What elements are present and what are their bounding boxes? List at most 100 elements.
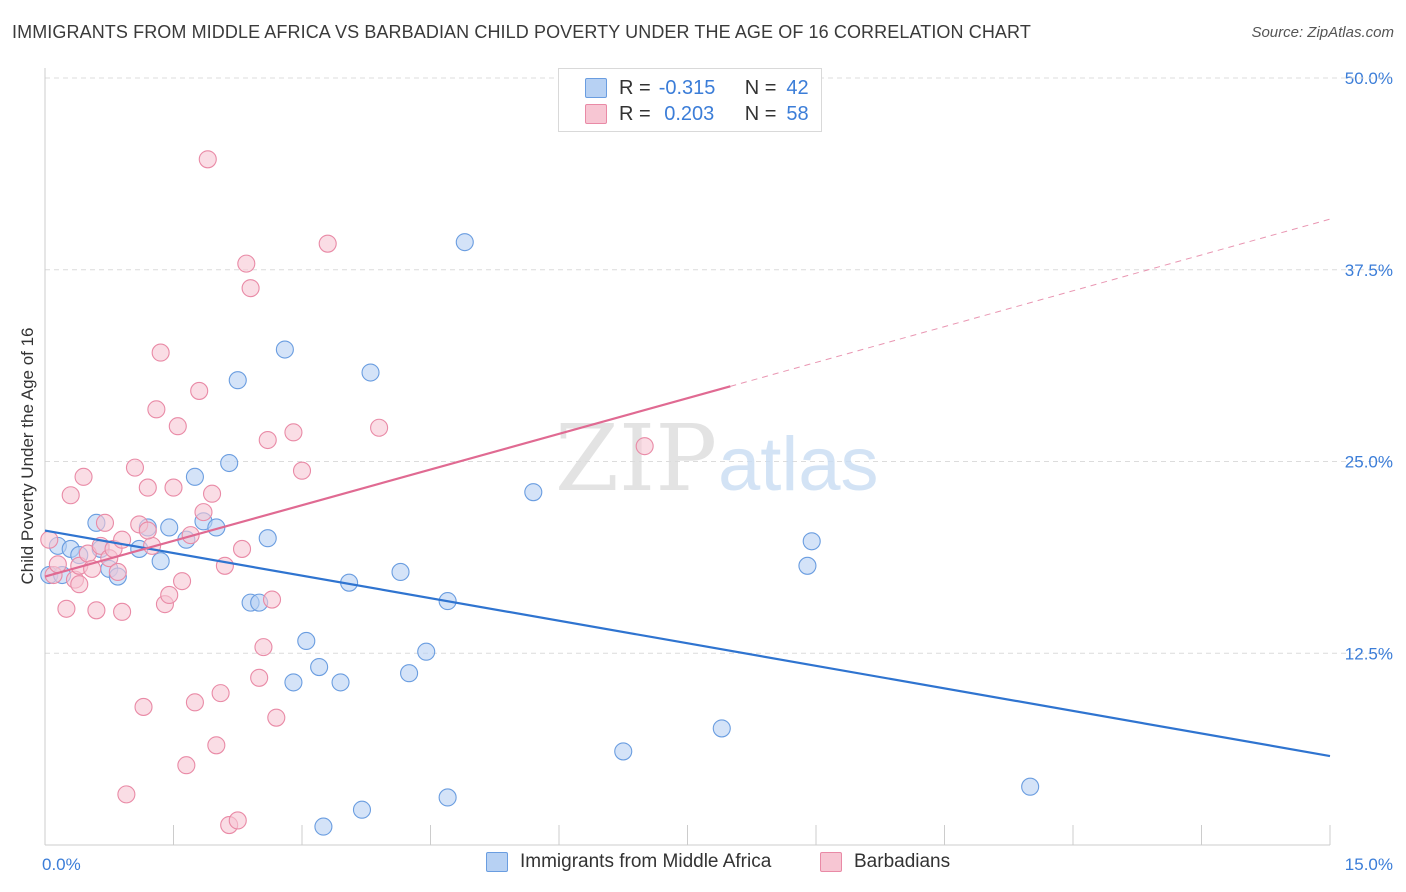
data-point-middle-africa (417, 642, 436, 661)
data-point-barbadians (254, 638, 273, 657)
x-tick-label-min: 0.0% (42, 855, 81, 874)
data-point-barbadians (258, 430, 277, 450)
stats-legend: R = -0.315 N = 42 R = 0.203 N = 58 (558, 68, 822, 132)
watermark-zip: ZIP (555, 405, 717, 512)
data-point-barbadians (87, 601, 106, 620)
legend-label-middle-africa: Immigrants from Middle Africa (520, 851, 772, 872)
data-point-barbadians (151, 343, 170, 362)
r-label: R = (619, 76, 651, 99)
n-label: N = (744, 76, 777, 99)
data-point-barbadians (194, 503, 213, 522)
data-point-middle-africa (258, 529, 277, 548)
y-tick-label: 37.5% (1345, 261, 1393, 280)
blue-swatch (585, 78, 607, 98)
legend-label-barbadians: Barbadians (854, 851, 951, 872)
data-point-barbadians (237, 254, 256, 273)
n-value: 42 (786, 76, 809, 99)
data-point-barbadians (292, 461, 312, 480)
data-point-middle-africa (802, 532, 821, 551)
data-point-barbadians (113, 602, 132, 621)
x-tick-label-max: 15.0% (1345, 855, 1393, 874)
pink-swatch (585, 104, 607, 124)
data-point-middle-africa (361, 363, 380, 382)
data-point-middle-africa (352, 800, 372, 819)
data-point-barbadians (74, 467, 93, 486)
data-point-middle-africa (220, 453, 239, 473)
source-label: Source: ZipAtlas.com (1251, 24, 1394, 41)
data-point-middle-africa (712, 719, 731, 738)
r-value: -0.315 (658, 76, 716, 99)
data-point-barbadians (185, 693, 204, 712)
data-point-barbadians (177, 756, 196, 775)
stats-legend-row-pink: R = 0.203 N = 58 (585, 102, 809, 126)
data-point-barbadians (207, 736, 226, 755)
r-value: 0.203 (658, 102, 715, 125)
data-point-barbadians (117, 785, 136, 804)
data-point-barbadians (215, 556, 234, 575)
data-point-barbadians (211, 684, 230, 703)
y-tick-label: 12.5% (1345, 644, 1393, 663)
data-point-barbadians (318, 234, 337, 253)
data-point-middle-africa (455, 233, 474, 252)
chart-title: IMMIGRANTS FROM MIDDLE AFRICA VS BARBADI… (12, 22, 1031, 42)
data-point-barbadians (138, 478, 157, 497)
data-point-barbadians (70, 575, 89, 594)
data-point-barbadians (267, 708, 286, 727)
n-label: N = (744, 102, 777, 125)
data-point-barbadians (173, 572, 192, 591)
stats-legend-row-blue: R = -0.315 N = 42 (585, 76, 809, 100)
data-point-barbadians (284, 423, 303, 442)
data-point-barbadians (40, 530, 59, 549)
data-point-middle-africa (160, 518, 179, 537)
data-point-middle-africa (331, 673, 350, 692)
data-point-barbadians (134, 697, 153, 716)
data-point-barbadians (228, 811, 247, 830)
data-point-barbadians (164, 478, 183, 497)
trendline-barbadians-extrapolated (730, 218, 1331, 387)
legend-item-middle-africa[interactable]: Immigrants from Middle Africa (486, 851, 771, 873)
data-point-middle-africa (297, 631, 316, 651)
data-point-middle-africa (798, 556, 817, 575)
data-point-barbadians (198, 150, 217, 169)
data-point-barbadians (95, 513, 115, 532)
data-point-middle-africa (314, 817, 333, 836)
data-point-middle-africa (391, 562, 410, 581)
data-point-middle-africa (310, 658, 329, 677)
trendline-middle-africa (44, 529, 1331, 758)
r-label: R = (619, 102, 651, 125)
data-point-barbadians (168, 417, 187, 436)
y-tick-label: 25.0% (1345, 453, 1393, 472)
legend-item-barbadians[interactable]: Barbadians (820, 851, 950, 873)
data-point-middle-africa (524, 483, 543, 502)
data-point-middle-africa (151, 552, 170, 571)
trendline-barbadians (44, 385, 731, 578)
data-point-middle-africa (400, 664, 419, 683)
data-point-barbadians (190, 381, 209, 400)
blue-swatch (486, 852, 508, 872)
data-point-barbadians (203, 484, 222, 503)
data-point-middle-africa (228, 371, 247, 390)
pink-swatch (820, 852, 842, 872)
data-point-middle-africa (1021, 777, 1040, 796)
data-point-barbadians (262, 590, 282, 609)
data-point-barbadians (125, 458, 144, 477)
watermark-atlas: atlas (718, 422, 879, 507)
data-point-barbadians (232, 539, 252, 558)
data-point-middle-africa (275, 340, 294, 359)
data-point-barbadians (61, 486, 80, 505)
data-point-middle-africa (185, 467, 204, 486)
data-point-barbadians (147, 400, 166, 419)
data-point-barbadians (57, 599, 76, 618)
data-point-middle-africa (438, 788, 457, 807)
data-point-barbadians (635, 437, 654, 456)
data-point-barbadians (241, 279, 260, 298)
data-point-barbadians (250, 668, 269, 687)
n-value: 58 (786, 102, 809, 125)
data-point-barbadians (370, 418, 389, 437)
data-point-middle-africa (284, 673, 303, 692)
data-point-barbadians (138, 521, 157, 540)
data-point-barbadians (108, 562, 127, 581)
data-point-barbadians (160, 585, 179, 605)
data-point-middle-africa (614, 742, 633, 761)
